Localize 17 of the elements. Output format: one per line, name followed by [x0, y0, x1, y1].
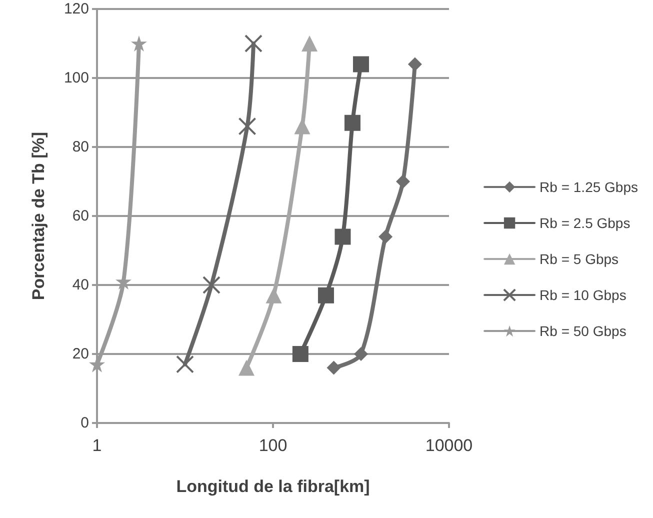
- legend-label: Rb = 2.5 Gbps: [540, 215, 630, 231]
- legend-label: Rb = 5 Gbps: [540, 251, 619, 267]
- legend-label: Rb = 50 Gbps: [540, 323, 626, 339]
- x-axis-title: Longitud de la fibra[km]: [176, 477, 370, 496]
- y-axis-title: Porcentaje de Tb [%]: [29, 132, 48, 300]
- y-tick-label: 0: [80, 414, 89, 432]
- x-tick-label: 100: [258, 436, 288, 455]
- y-tick-label: 60: [72, 208, 89, 224]
- y-tick-label: 40: [72, 276, 89, 294]
- y-tick-label: 120: [64, 0, 89, 18]
- y-tick-label: 80: [72, 138, 89, 156]
- x-tick-label: 10000: [425, 436, 473, 455]
- legend-label: Rb = 10 Gbps: [540, 287, 626, 303]
- legend-label: Rb = 1.25 Gbps: [540, 179, 638, 195]
- y-tick-label: 100: [64, 70, 89, 86]
- x-tick-label: 1: [92, 436, 102, 455]
- y-tick-label: 20: [72, 346, 89, 362]
